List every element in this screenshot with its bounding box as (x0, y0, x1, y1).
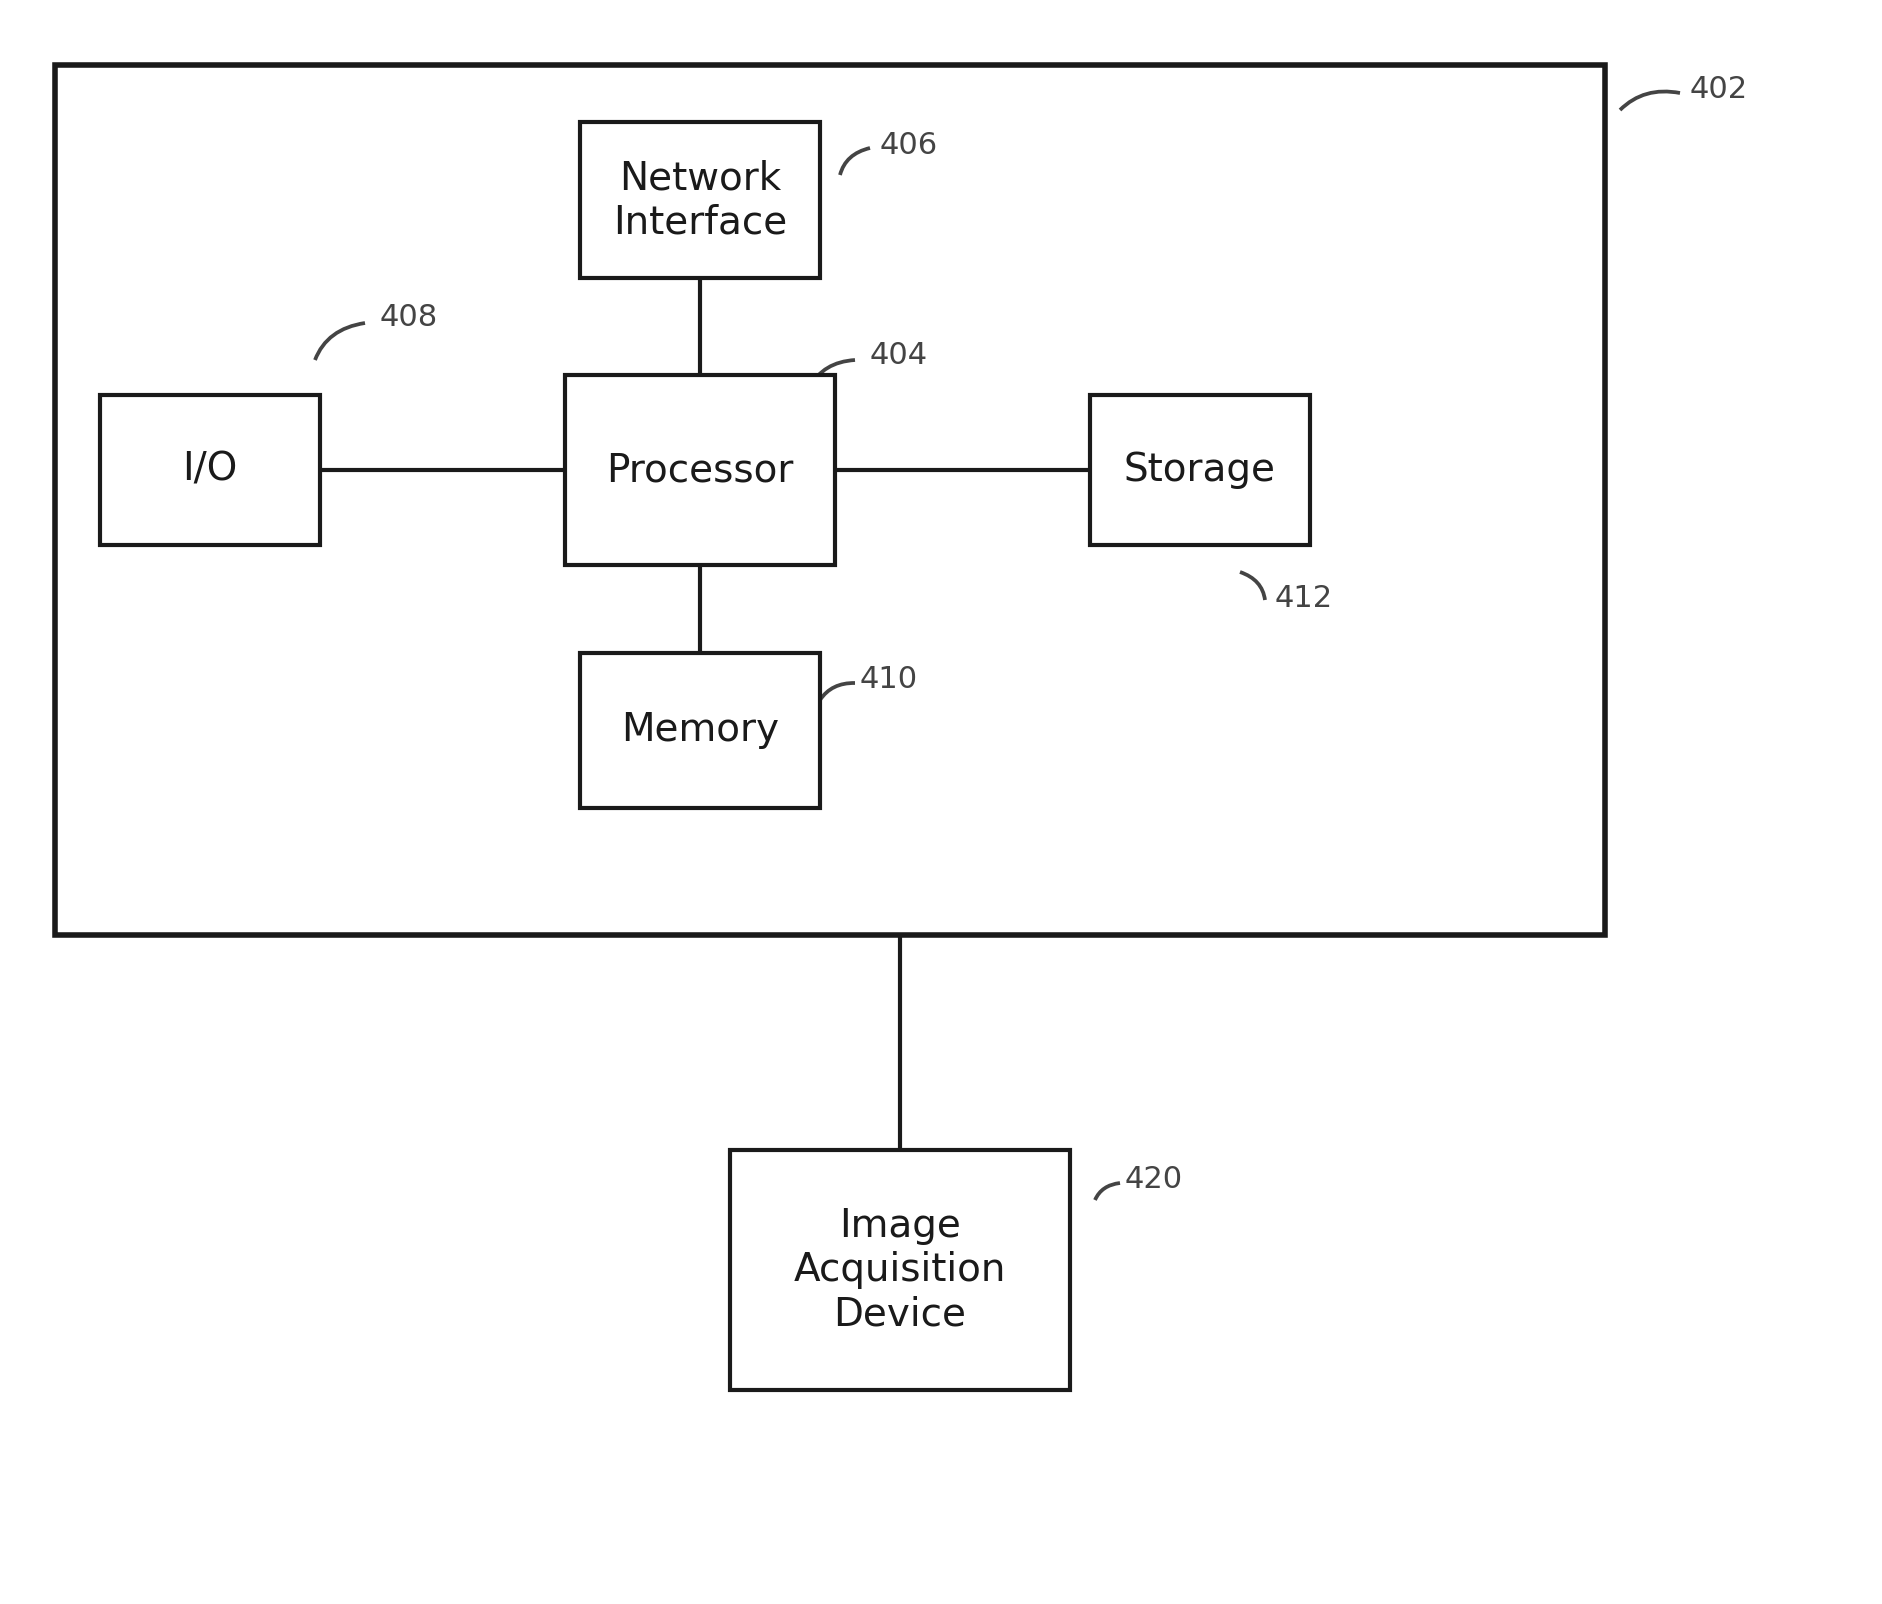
Bar (100, 395, 320, 545)
Bar (580, 122, 819, 277)
Text: 408: 408 (380, 303, 439, 332)
Text: Storage: Storage (1124, 451, 1276, 489)
Text: Processor: Processor (606, 451, 794, 489)
Bar (1090, 395, 1310, 545)
Text: Image
Acquisition
Device: Image Acquisition Device (794, 1206, 1005, 1333)
Text: 404: 404 (869, 340, 928, 369)
Text: 412: 412 (1274, 584, 1332, 613)
Text: 406: 406 (879, 130, 937, 159)
Bar (580, 653, 819, 807)
Text: 402: 402 (1690, 75, 1746, 104)
Text: Network
Interface: Network Interface (612, 159, 787, 241)
Text: Memory: Memory (621, 711, 779, 749)
Bar (730, 1150, 1069, 1391)
Bar (565, 375, 834, 565)
Text: 410: 410 (860, 666, 918, 695)
Bar (55, 66, 1603, 935)
Text: I/O: I/O (183, 451, 237, 489)
Text: 420: 420 (1124, 1166, 1182, 1195)
